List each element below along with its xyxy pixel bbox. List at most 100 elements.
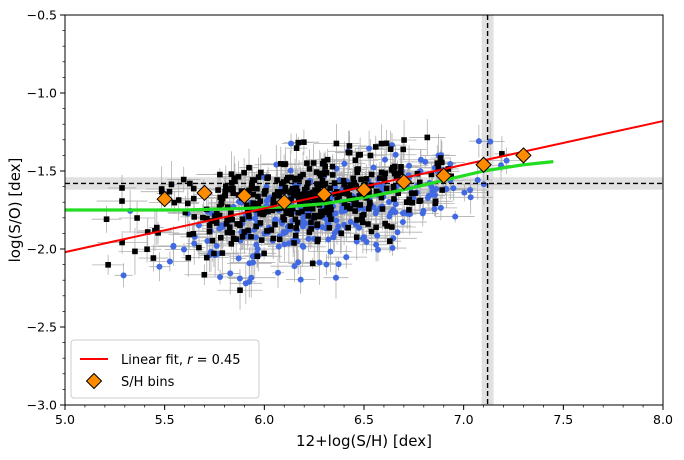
data-point [269,207,276,214]
data-point [428,171,435,178]
data-point [248,234,254,240]
data-point [320,182,327,189]
data-point [223,221,230,227]
data-point [277,161,284,167]
data-point [175,197,182,203]
data-point [239,216,246,223]
data-point [391,196,397,202]
data-point [281,217,287,223]
data-point [357,202,364,208]
data-point [250,191,257,198]
data-point [204,215,210,222]
data-point [322,209,329,216]
data-point [310,189,316,196]
data-point [439,159,445,166]
y-axis-label: log(S/O) [dex] [6,158,24,263]
data-point [416,198,423,204]
data-point [412,190,418,196]
data-point [399,219,406,226]
data-point [181,246,188,253]
data-point [239,234,246,240]
y-tick-label: −2.0 [27,242,57,257]
data-point [341,200,348,207]
data-point [329,172,336,178]
data-point [224,186,231,193]
data-point [293,225,299,231]
data-point [213,242,220,249]
data-point [237,287,243,294]
data-point [261,250,267,257]
data-point [249,177,256,183]
data-point [304,197,311,204]
data-point [274,189,281,195]
data-point [487,138,494,145]
data-point [227,211,234,218]
data-point [382,220,388,227]
data-point [152,228,158,234]
data-point [359,219,366,226]
data-point [437,155,444,161]
data-point [270,200,276,207]
x-tick-label: 5.5 [155,412,175,427]
data-point [213,220,220,226]
data-point [353,234,360,240]
data-point [424,134,431,141]
data-point [201,271,208,278]
data-point [316,213,323,220]
data-point [437,204,444,211]
data-point [431,205,438,212]
data-point [313,189,320,195]
data-point [366,145,373,152]
data-point [275,243,282,250]
data-point [329,163,336,170]
data-point [499,151,505,157]
data-point [393,174,400,180]
data-point [352,201,358,208]
data-point [378,194,385,201]
data-point [319,177,326,184]
data-point [224,204,231,210]
data-point [392,201,399,208]
data-point [295,259,302,266]
data-point [287,223,294,229]
data-point [184,200,191,207]
data-point [144,229,151,235]
data-point [327,248,334,255]
y-tick-label: −2.5 [27,320,57,335]
scatter-points [91,119,525,310]
data-point [287,167,294,174]
data-point [406,207,412,213]
data-point [332,210,339,217]
data-point [306,166,313,172]
data-point [265,208,271,215]
data-point [382,170,388,177]
data-point [288,196,294,202]
data-point [294,192,300,199]
y-tick-label: −3.0 [27,398,57,413]
legend-fit-prefix: Linear fit, [121,353,187,368]
x-axis-ticks: 5.0 5.5 6.0 6.5 7.0 7.5 8.0 [55,405,673,427]
data-point [311,212,318,219]
data-point [331,180,338,186]
data-point [297,276,304,283]
data-point [252,200,258,207]
data-point [284,177,290,184]
data-point [341,181,348,188]
data-point [155,230,161,236]
data-point [414,170,421,177]
data-point [408,190,415,197]
data-point [353,198,359,205]
data-point [264,175,270,181]
data-point [228,180,235,186]
data-point [273,161,280,168]
data-point [270,235,277,242]
data-point [352,221,359,228]
data-point [253,241,260,248]
data-point [367,152,374,159]
data-point [249,259,256,266]
data-point [409,199,416,206]
y-axis-ticks: −3.0 −2.5 −2.0 −1.5 −1.0 −0.5 [27,8,65,413]
data-point [387,209,394,216]
data-point [134,215,140,221]
data-point [391,167,397,174]
